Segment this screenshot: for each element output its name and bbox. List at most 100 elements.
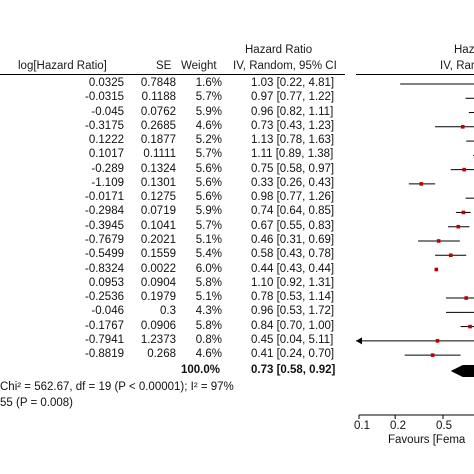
log-hr-header: log[Hazard Ratio] [18,60,107,72]
se-value: 0.0719 [140,205,176,218]
summary-diamond [450,365,474,377]
weight-value: 5.4% [195,248,222,261]
hr-ci-value: 0.74 [0.64, 0.85] [251,205,335,218]
point-estimate [419,182,424,186]
se-header: SE [156,60,172,72]
se-value: 0.3 [160,305,176,318]
hr-ci-value: 0.58 [0.43, 0.78] [251,248,335,261]
weight-value: 5.9% [195,205,222,218]
point-estimate [460,125,465,129]
se-value: 0.1301 [140,176,176,189]
se-value: 0.1324 [140,162,176,175]
hr-ci-header: IV, Random, 95% CI [233,60,337,72]
se-value: 1.2373 [140,333,176,346]
hr-ci-value: 0.84 [0.70, 1.00] [251,319,335,332]
se-value: 0.1877 [140,134,176,147]
weight-value: 4.3% [195,305,222,318]
se-value: 0.0762 [140,105,176,118]
ci-arrow [356,337,362,345]
log-hr-value: -0.289 [91,162,124,175]
log-hr-value: -0.046 [91,305,124,318]
overall-effect-text: 55 (P = 0.008) [0,397,73,409]
log-hr-value: 0.0953 [88,276,124,289]
plot-ci-header: IV, Random [440,60,474,72]
hr-ci-value: 1.11 [0.89, 1.38] [251,148,334,161]
log-hr-value: -1.109 [91,176,124,189]
hr-ci-value: 0.45 [0.04, 5.11] [251,333,334,346]
plot-column-title: Hazard [454,44,474,56]
log-hr-value: -0.1767 [84,319,124,332]
se-value: 0.1275 [140,191,176,204]
hr-ci-value: 0.44 [0.43, 0.44] [251,262,335,275]
weight-value: 4.6% [195,119,222,132]
header-rule-plot [356,74,474,75]
log-hr-value: -0.2536 [84,291,124,304]
log-hr-value: -0.5499 [84,248,124,261]
se-value: 0.0022 [140,262,176,275]
weight-value: 5.2% [195,134,222,147]
hr-ci-value: 1.13 [0.78, 1.63] [251,134,335,147]
favours-label: Favours [Fema [388,434,466,446]
axis-tick-1: 0.2 [390,420,406,432]
hr-ci-value: 0.97 [0.77, 1.22] [251,91,335,104]
weight-value: 4.6% [195,348,222,361]
point-estimate [462,167,466,172]
weight-value: 1.6% [195,77,222,89]
weight-value: 5.6% [195,191,222,204]
heterogeneity-text: Chi² = 562.67, df = 19 (P < 0.00001); I²… [0,381,234,393]
log-hr-value: -0.7679 [84,233,124,246]
axis-tick-2: 0.5 [436,420,452,432]
log-hr-value: 0.0325 [88,77,124,89]
log-hr-value: -0.045 [91,105,124,118]
log-hr-value: -0.0315 [84,91,124,104]
log-hr-value: 0.1017 [88,148,124,161]
point-estimate [461,210,466,215]
hr-ci-value: 1.10 [0.92, 1.31] [251,276,335,289]
weight-value: 0.8% [195,333,222,346]
se-value: 0.1979 [140,291,176,304]
log-hr-value: -0.2984 [84,205,124,218]
hr-ci-value: 0.75 [0.58, 0.97] [251,162,335,175]
hr-ci-value: 0.96 [0.82, 1.11] [251,105,334,118]
point-estimate [448,253,453,258]
point-estimate [468,324,472,329]
hr-ci-value: 1.03 [0.22, 4.81] [251,77,335,89]
se-value: 0.2021 [140,233,176,246]
point-estimate [430,353,435,357]
log-hr-value: -0.7941 [84,333,124,346]
total-ci: 0.73 [0.58, 0.92] [251,364,336,376]
weight-value: 5.7% [195,219,222,232]
se-value: 0.2685 [140,119,176,132]
weight-header: Weight [181,60,217,72]
weight-value: 5.9% [195,105,222,118]
hr-ci-value: 0.41 [0.24, 0.70] [251,348,335,361]
hr-ci-value: 0.98 [0.77, 1.26] [251,191,335,204]
log-hr-value: 0.1222 [88,134,124,147]
weight-value: 5.1% [195,291,222,304]
point-estimate [435,339,440,343]
weight-value: 5.8% [195,319,222,332]
weight-value: 5.1% [195,233,222,246]
total-weight: 100.0% [181,364,221,376]
log-hr-value: -0.8819 [84,348,124,361]
weight-value: 5.8% [195,276,222,289]
point-estimate [436,239,441,243]
se-value: 0.0906 [140,319,176,332]
axis-tick-0: 0.1 [354,420,370,432]
log-hr-value: -0.0171 [84,191,124,204]
se-value: 0.1559 [140,248,176,261]
log-hr-value: -0.3945 [84,219,124,232]
hr-ci-value: 0.78 [0.53, 1.14] [251,291,335,304]
se-value: 0.1188 [141,91,176,104]
header-rule [0,74,345,75]
hr-column-title: Hazard Ratio [245,44,313,56]
se-value: 0.7848 [140,77,176,89]
hr-ci-value: 0.73 [0.43, 1.23] [251,119,335,132]
se-value: 0.268 [147,348,176,361]
hr-ci-value: 0.96 [0.53, 1.72] [251,305,335,318]
point-estimate [434,267,439,272]
weight-value: 6.0% [195,262,222,275]
se-value: 0.1111 [143,148,176,161]
